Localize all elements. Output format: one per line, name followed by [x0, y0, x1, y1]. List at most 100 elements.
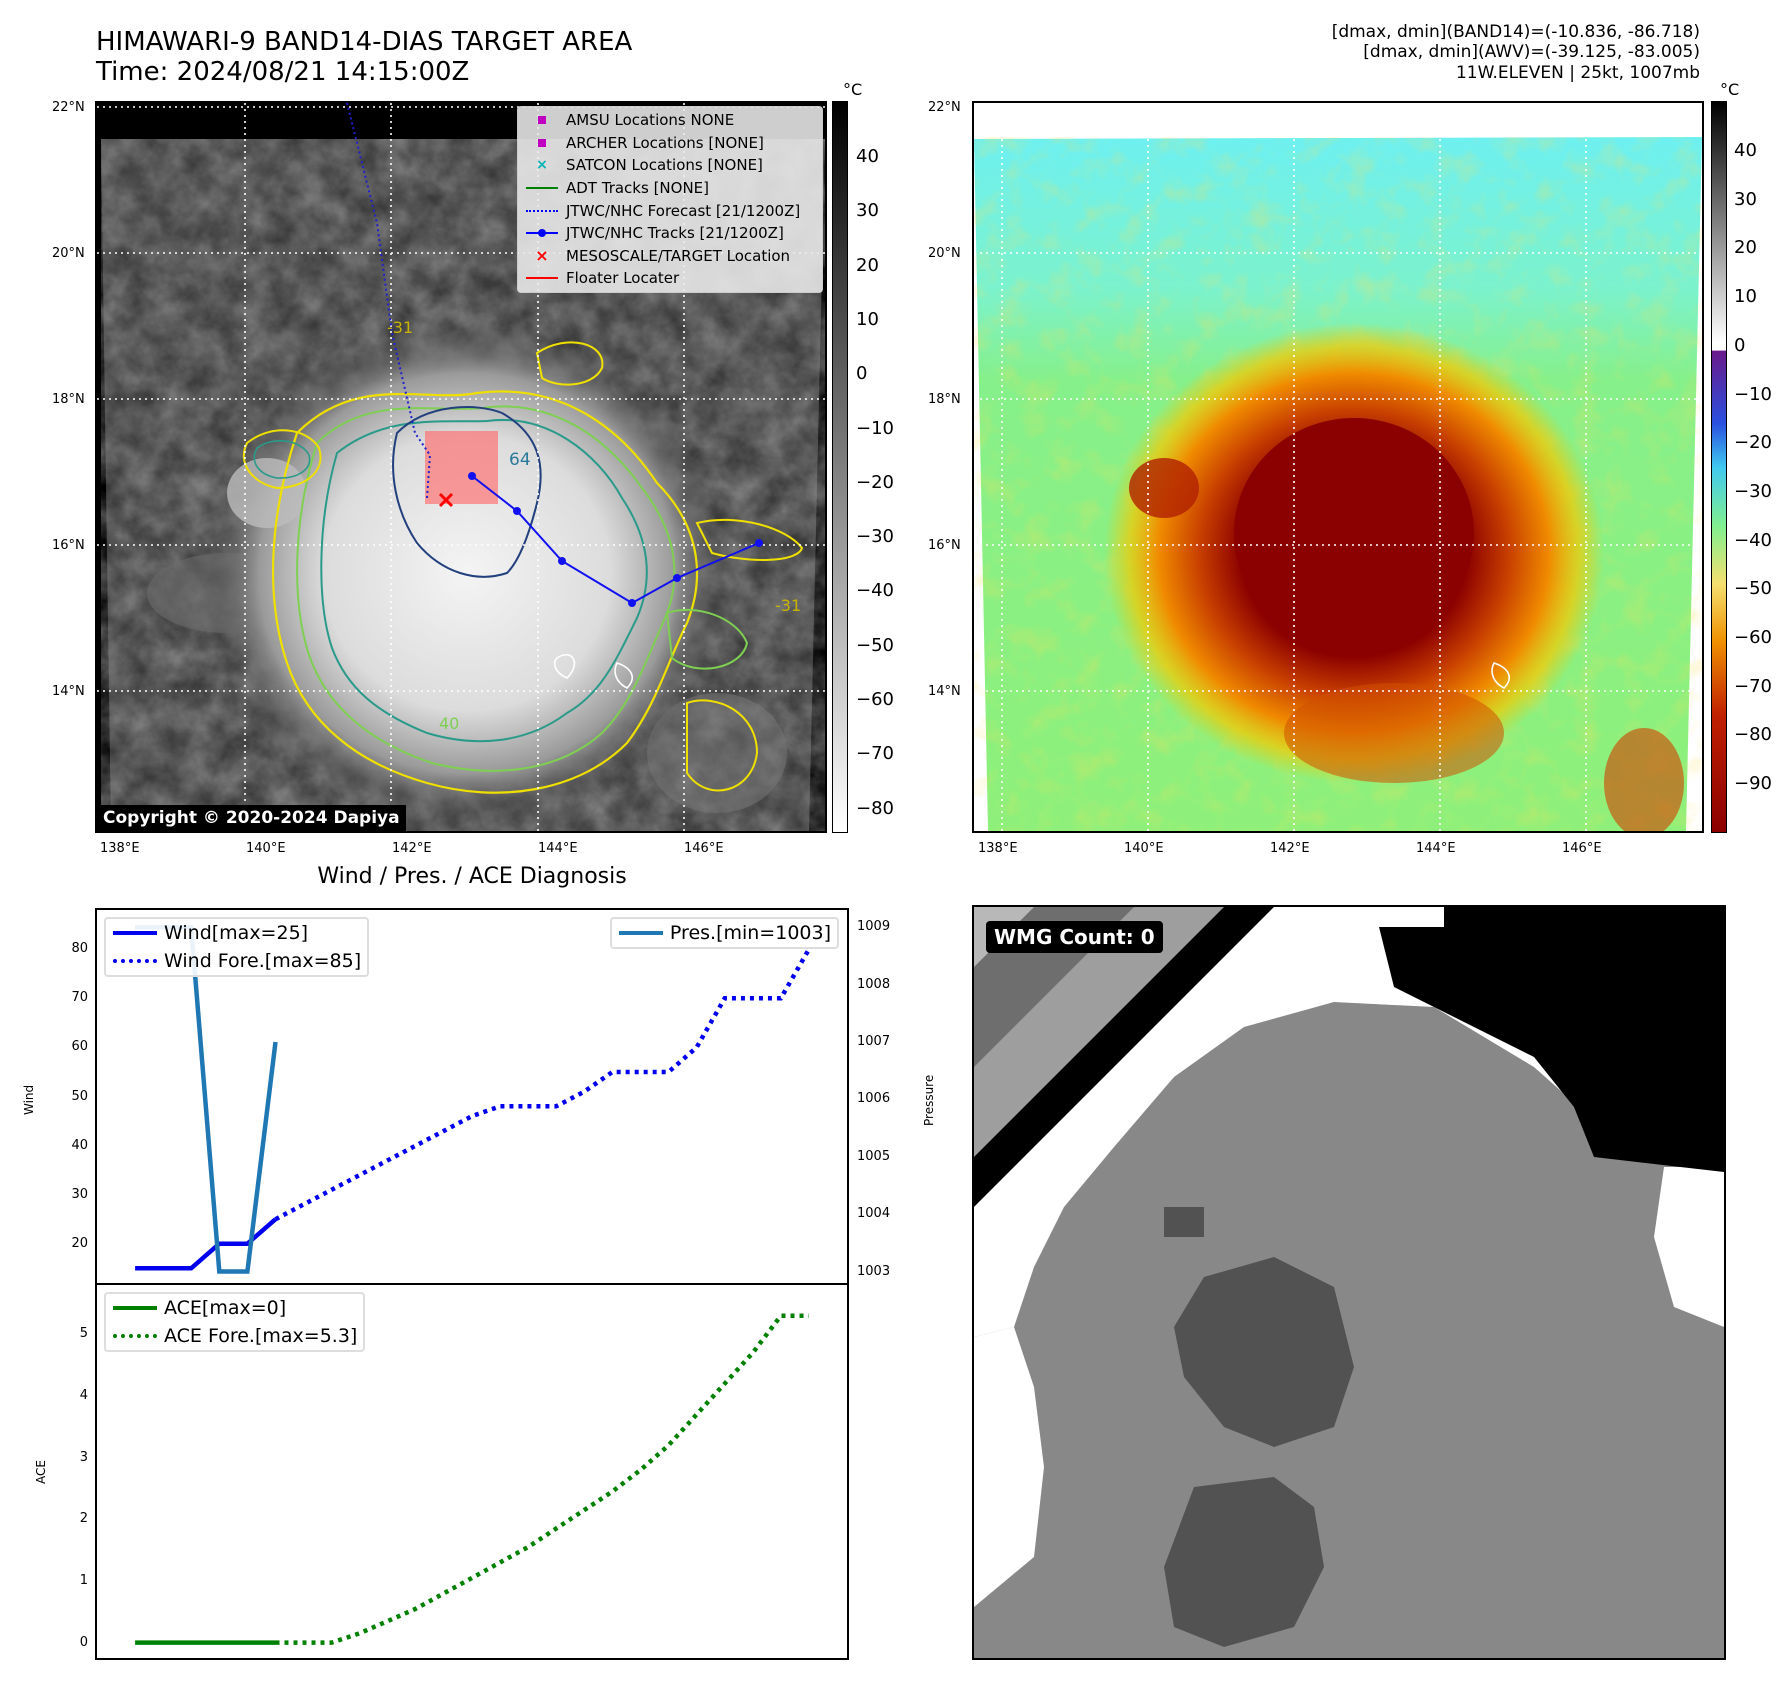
ace-legend: ACE[max=0] ACE Fore.[max=5.3] — [104, 1292, 366, 1352]
lat-tick: 20°N — [928, 246, 961, 261]
red-x-icon: × — [535, 246, 549, 266]
legend-target: × MESOSCALE/TARGET Location — [518, 245, 822, 268]
legend-wind-label: Wind[max=25] — [164, 922, 309, 944]
legend-forecast: JTWC/NHC Forecast [21/1200Z] — [518, 199, 822, 222]
storm-cloud-shield — [207, 323, 727, 823]
legend-label: ADT Tracks [NONE] — [566, 179, 710, 198]
colorbar-tick-label: −40 — [856, 580, 894, 602]
ir-map-panel[interactable]: 64 -31 -31 40 AMSU Locations NONE ARCHER… — [95, 101, 827, 833]
axis-tick-label: 1006 — [857, 1091, 891, 1107]
jtwc-track — [471, 475, 760, 605]
colorbar-tick-label: −50 — [1734, 578, 1772, 600]
axis-tick-label: 50 — [71, 1088, 88, 1104]
axis-tick-label: 4 — [79, 1387, 88, 1403]
wind-forecast-line-icon — [113, 959, 157, 963]
lon-tick: 144°E — [1416, 841, 1456, 856]
legend-label: Floater Locater — [566, 269, 680, 288]
lon-tick: 140°E — [1124, 841, 1164, 856]
axis-tick-label: 1005 — [857, 1148, 891, 1164]
target-area-box — [425, 431, 498, 504]
axis-tick-label: 1007 — [857, 1033, 891, 1049]
legend-tracks: JTWC/NHC Tracks [21/1200Z] — [518, 222, 822, 245]
lat-tick: 16°N — [52, 538, 85, 553]
colorbar-tick-label: −70 — [1734, 675, 1772, 697]
colorbar-tick-label: −10 — [856, 417, 894, 439]
axis-tick-label: 5 — [79, 1326, 88, 1342]
contour-label-31a: -31 — [387, 318, 413, 337]
lat-tick: 20°N — [52, 246, 85, 261]
wind-line-icon — [113, 931, 157, 935]
wind-axis-label: Wind — [22, 1084, 36, 1115]
band14-range: [dmax, dmin](BAND14)=(-10.836, -86.718) — [1331, 22, 1700, 42]
lat-tick: 14°N — [52, 684, 85, 699]
blue-line-dot-icon — [526, 229, 558, 238]
green-line-icon — [526, 187, 558, 190]
lat-tick: 14°N — [928, 684, 961, 699]
axis-tick-label: 20 — [71, 1235, 88, 1251]
pressure-axis-label: Pressure — [922, 1074, 936, 1126]
contour-navy — [392, 406, 542, 578]
wmg-black-region — [1374, 907, 1724, 1172]
storm-info: 11W.ELEVEN | 25kt, 1007mb — [1455, 63, 1700, 83]
colorbar-tick-label: 40 — [1734, 140, 1757, 161]
contour-green — [296, 405, 676, 772]
colorbar-tick-label: 0 — [1734, 334, 1746, 356]
colorbar-tick-label: 30 — [1734, 188, 1757, 210]
axis-tick-label: 1 — [79, 1572, 88, 1588]
legend-pres-label: Pres.[min=1003] — [669, 922, 831, 944]
contour-label-64: 64 — [509, 450, 531, 470]
colorbar-tick-label: 20 — [856, 254, 879, 276]
lat-tick: 16°N — [928, 538, 961, 553]
legend-label: SATCON Locations [NONE] — [566, 156, 763, 175]
wind-legend: Wind[max=25] Wind Fore.[max=85] — [104, 917, 370, 977]
lon-tick: 144°E — [538, 841, 578, 856]
colorbar-tick-label: 10 — [1734, 286, 1757, 308]
legend-archer: ARCHER Locations [NONE] — [518, 132, 822, 155]
lon-tick: 142°E — [392, 841, 432, 856]
colorbar-tick-label: −50 — [856, 634, 894, 656]
axis-tick-label: 40 — [71, 1137, 88, 1153]
legend-satcon: × SATCON Locations [NONE] — [518, 154, 822, 177]
figure-title: HIMAWARI-9 BAND14-DIAS TARGET AREA — [96, 27, 633, 57]
axis-tick-label: 1003 — [857, 1263, 891, 1279]
ir-map: 64 -31 -31 40 — [97, 103, 825, 831]
axis-tick-label: 1004 — [857, 1206, 891, 1222]
forecast-track — [346, 103, 432, 499]
legend-amsu: AMSU Locations NONE — [518, 109, 822, 132]
enh-colorbar — [1711, 101, 1727, 833]
ace-line-icon — [113, 1306, 157, 1310]
lat-tick: 18°N — [928, 392, 961, 407]
lon-tick: 140°E — [246, 841, 286, 856]
contour-yellow — [271, 390, 699, 794]
wind-forecast-series-line — [274, 948, 811, 1222]
jtwc-track-points — [468, 472, 763, 607]
wmg-panel[interactable]: WMG Count: 0 — [972, 905, 1726, 1660]
ace-forecast-series-line — [275, 1313, 809, 1645]
lat-tick: 22°N — [928, 100, 961, 115]
enh-map — [974, 103, 1702, 831]
axis-tick-label: 1009 — [857, 919, 891, 935]
legend-label: AMSU Locations NONE — [566, 111, 735, 130]
ace-axis-label: ACE — [34, 1460, 48, 1484]
pressure-line-icon — [618, 931, 663, 935]
colorbar-tick-label: −70 — [856, 743, 894, 765]
ace-plot — [135, 1313, 809, 1645]
legend-wind-fore-label: Wind Fore.[max=85] — [164, 950, 362, 972]
colorbar-tick-label: −10 — [1734, 383, 1772, 405]
legend-label: JTWC/NHC Forecast [21/1200Z] — [566, 201, 801, 220]
colorbar-tick-label: −40 — [1734, 529, 1772, 551]
pressure-legend: Pres.[min=1003] — [609, 917, 839, 949]
lon-tick: 142°E — [1270, 841, 1310, 856]
contour-teal — [320, 419, 648, 743]
lat-tick: 18°N — [52, 392, 85, 407]
colorbar-tick-label: 40 — [856, 146, 879, 167]
magenta-square-icon — [538, 116, 546, 125]
figure-time: Time: 2024/08/21 14:15:00Z — [96, 57, 470, 87]
legend-floater: Floater Locater — [518, 267, 822, 290]
diagnosis-title: Wind / Pres. / ACE Diagnosis — [317, 864, 627, 889]
enh-map-panel[interactable] — [972, 101, 1704, 833]
axis-tick-label: 1008 — [857, 976, 891, 992]
map-legend: AMSU Locations NONE ARCHER Locations [NO… — [517, 106, 823, 293]
target-location-marker — [438, 492, 454, 508]
axis-tick-label: 3 — [79, 1449, 88, 1465]
